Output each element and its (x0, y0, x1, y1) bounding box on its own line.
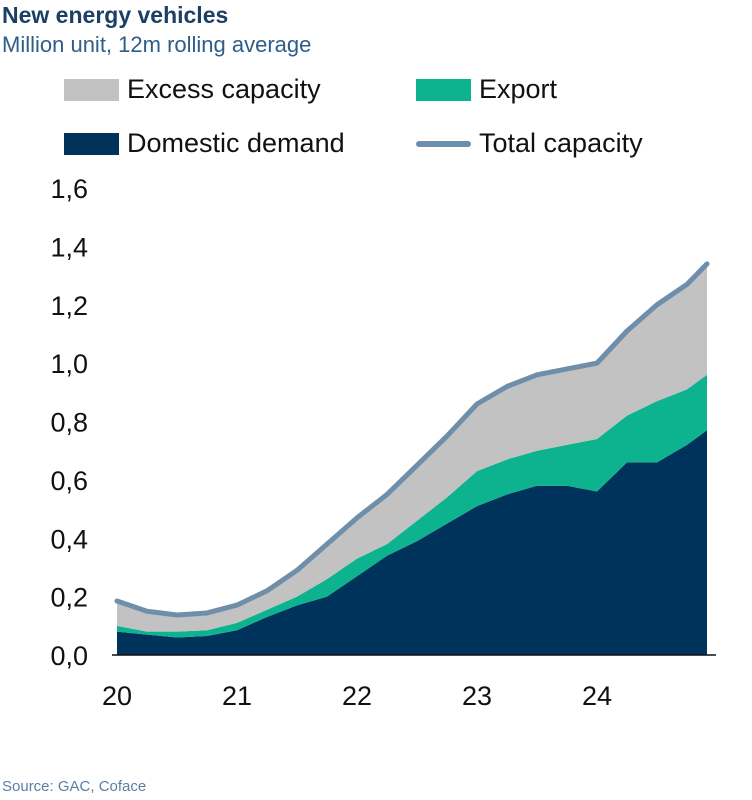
area-domestic-demand (117, 430, 707, 655)
y-tick-label: 1,6 (50, 174, 88, 204)
legend-swatch-domestic (64, 132, 119, 155)
y-tick-label: 0,6 (50, 466, 88, 496)
y-tick-label: 0,2 (50, 583, 88, 613)
legend-excess: Excess capacity (64, 74, 321, 105)
line-total-capacity (114, 261, 710, 618)
x-tick-label: 22 (342, 681, 372, 711)
y-tick-label: 1,2 (50, 291, 88, 321)
legend-line-total (416, 140, 471, 147)
legend-export: Export (416, 74, 557, 105)
x-tick-label: 24 (582, 681, 612, 711)
legend-total: Total capacity (416, 128, 643, 159)
legend-swatch-export (416, 78, 471, 101)
y-tick-label: 0,8 (50, 408, 88, 438)
y-tick-label: 1,0 (50, 349, 88, 379)
y-tick-label: 0,4 (50, 524, 88, 554)
legend-label-export: Export (479, 74, 558, 104)
legend-swatch-excess (64, 78, 119, 101)
legend-label-total: Total capacity (479, 128, 643, 158)
x-tick-label: 21 (222, 681, 252, 711)
y-tick-label: 0,0 (50, 641, 88, 671)
legend-label-domestic: Domestic demand (127, 128, 345, 158)
y-tick-label: 1,4 (50, 232, 88, 262)
x-tick-label: 23 (462, 681, 492, 711)
source-note: Source: GAC, Coface (2, 778, 147, 795)
chart-title: New energy vehicles (2, 2, 229, 28)
legend-label-excess: Excess capacity (127, 74, 321, 104)
chart-subtitle: Million unit, 12m rolling average (2, 32, 312, 57)
legend-domestic: Domestic demand (64, 128, 345, 159)
x-tick-label: 20 (102, 681, 132, 711)
